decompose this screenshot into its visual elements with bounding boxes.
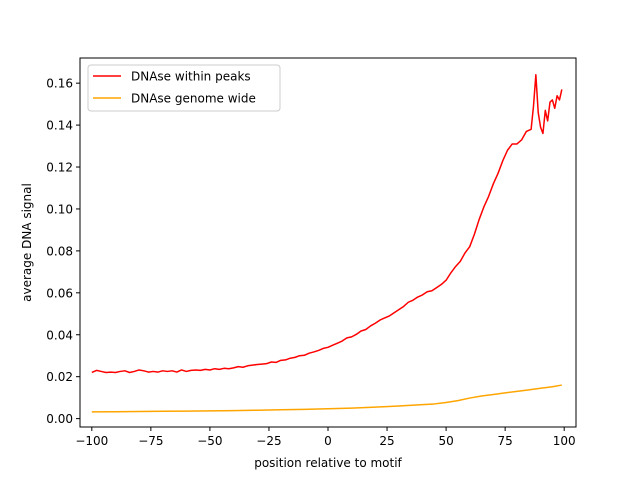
series-line-1 bbox=[91, 384, 562, 413]
y-tick-label: 0.10 bbox=[46, 202, 73, 216]
y-tick-label: 0.16 bbox=[46, 77, 73, 91]
x-axis-label: position relative to motif bbox=[254, 456, 402, 470]
x-tick-label: −25 bbox=[256, 434, 281, 448]
y-tick-label: 0.08 bbox=[46, 244, 73, 258]
x-tick-label: −100 bbox=[75, 434, 108, 448]
y-axis-label: average DNA signal bbox=[20, 183, 34, 302]
x-tick-label: −50 bbox=[197, 434, 222, 448]
legend-box bbox=[87, 64, 281, 112]
x-tick-label: 100 bbox=[553, 434, 576, 448]
y-tick-label: 0.04 bbox=[46, 328, 73, 342]
y-tick-label: 0.00 bbox=[46, 412, 73, 426]
legend: DNAse within peaks DNAse genome wide bbox=[87, 64, 281, 112]
legend-label: DNAse within peaks bbox=[131, 70, 251, 84]
x-axis: −100 −75 −50 −25 0 25 50 75 100 bbox=[75, 427, 576, 448]
x-tick-label: 75 bbox=[498, 434, 513, 448]
x-tick-label: 25 bbox=[379, 434, 394, 448]
y-tick-label: 0.14 bbox=[46, 119, 73, 133]
x-tick-label: −75 bbox=[138, 434, 163, 448]
series-line-0 bbox=[91, 74, 563, 374]
y-tick-label: 0.06 bbox=[46, 286, 73, 300]
legend-label: DNAse genome wide bbox=[131, 92, 256, 106]
y-tick-label: 0.12 bbox=[46, 161, 73, 175]
x-tick-label: 50 bbox=[438, 434, 453, 448]
y-tick-label: 0.02 bbox=[46, 370, 73, 384]
series-layer bbox=[91, 74, 563, 413]
y-axis: 0.00 0.02 0.04 0.06 0.08 0.10 0.12 0.14 0.16 bbox=[46, 77, 80, 426]
x-tick-label: 0 bbox=[324, 434, 332, 448]
